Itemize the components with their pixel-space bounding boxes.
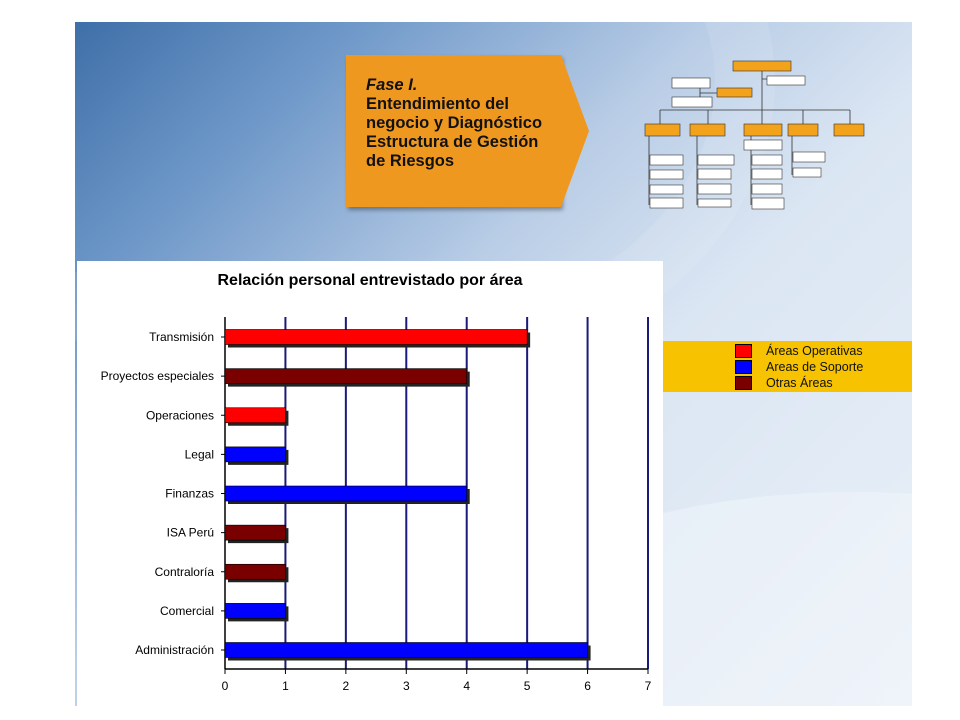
phase-body: Entendimiento del negocio y Diagnóstico … [366, 95, 586, 171]
phase-line: Entendimiento del [366, 95, 510, 113]
phase-line: Estructura de Gestión [366, 133, 539, 151]
bar [224, 368, 468, 384]
bar [224, 603, 286, 619]
legend-item-otras: Otras Áreas [735, 375, 833, 390]
x-tick-label: 0 [222, 679, 229, 693]
x-tick-label: 4 [463, 679, 470, 693]
bar [224, 329, 528, 345]
bar [224, 563, 286, 580]
phase-callout-text: Fase I. Entendimiento del negocio y Diag… [366, 76, 586, 171]
category-label: Comercial [160, 604, 214, 618]
x-tick-label: 2 [343, 679, 350, 693]
bar [224, 524, 286, 541]
bar [224, 446, 286, 463]
phase-callout-arrow [561, 55, 589, 207]
phase-line: negocio y Diagnóstico [366, 114, 543, 132]
x-tick-label: 1 [282, 679, 289, 693]
legend-label: Áreas Operativas [766, 343, 863, 358]
category-label: Contraloría [155, 565, 215, 579]
legend-swatch [735, 375, 752, 390]
legend-swatch [735, 359, 752, 374]
category-label: Finanzas [165, 487, 214, 501]
bar [224, 642, 588, 658]
legend-swatch [735, 343, 752, 358]
category-label: Operaciones [146, 408, 214, 422]
phase-callout-box [346, 55, 561, 207]
legend-label: Areas de Soporte [766, 359, 864, 374]
bar [224, 407, 286, 424]
x-tick-label: 6 [584, 679, 591, 693]
x-tick-label: 3 [403, 679, 410, 693]
legend-band [663, 341, 912, 392]
legend-item-soporte: Areas de Soporte [735, 359, 863, 374]
category-label: Administración [135, 643, 214, 657]
category-label: Transmisión [149, 330, 214, 344]
category-label: ISA Perú [167, 526, 214, 540]
category-label: Proyectos especiales [101, 369, 214, 383]
chart-title: Relación personal entrevistado por área [217, 272, 523, 289]
bar [224, 485, 468, 502]
x-tick-label: 7 [645, 679, 652, 693]
x-tick-label: 5 [524, 679, 531, 693]
category-label: Legal [185, 447, 214, 461]
phase-line: de Riesgos [366, 152, 455, 170]
legend-label: Otras Áreas [766, 375, 833, 390]
phase-title: Fase I. [366, 76, 418, 94]
legend-item-operativas: Áreas Operativas [735, 343, 863, 358]
